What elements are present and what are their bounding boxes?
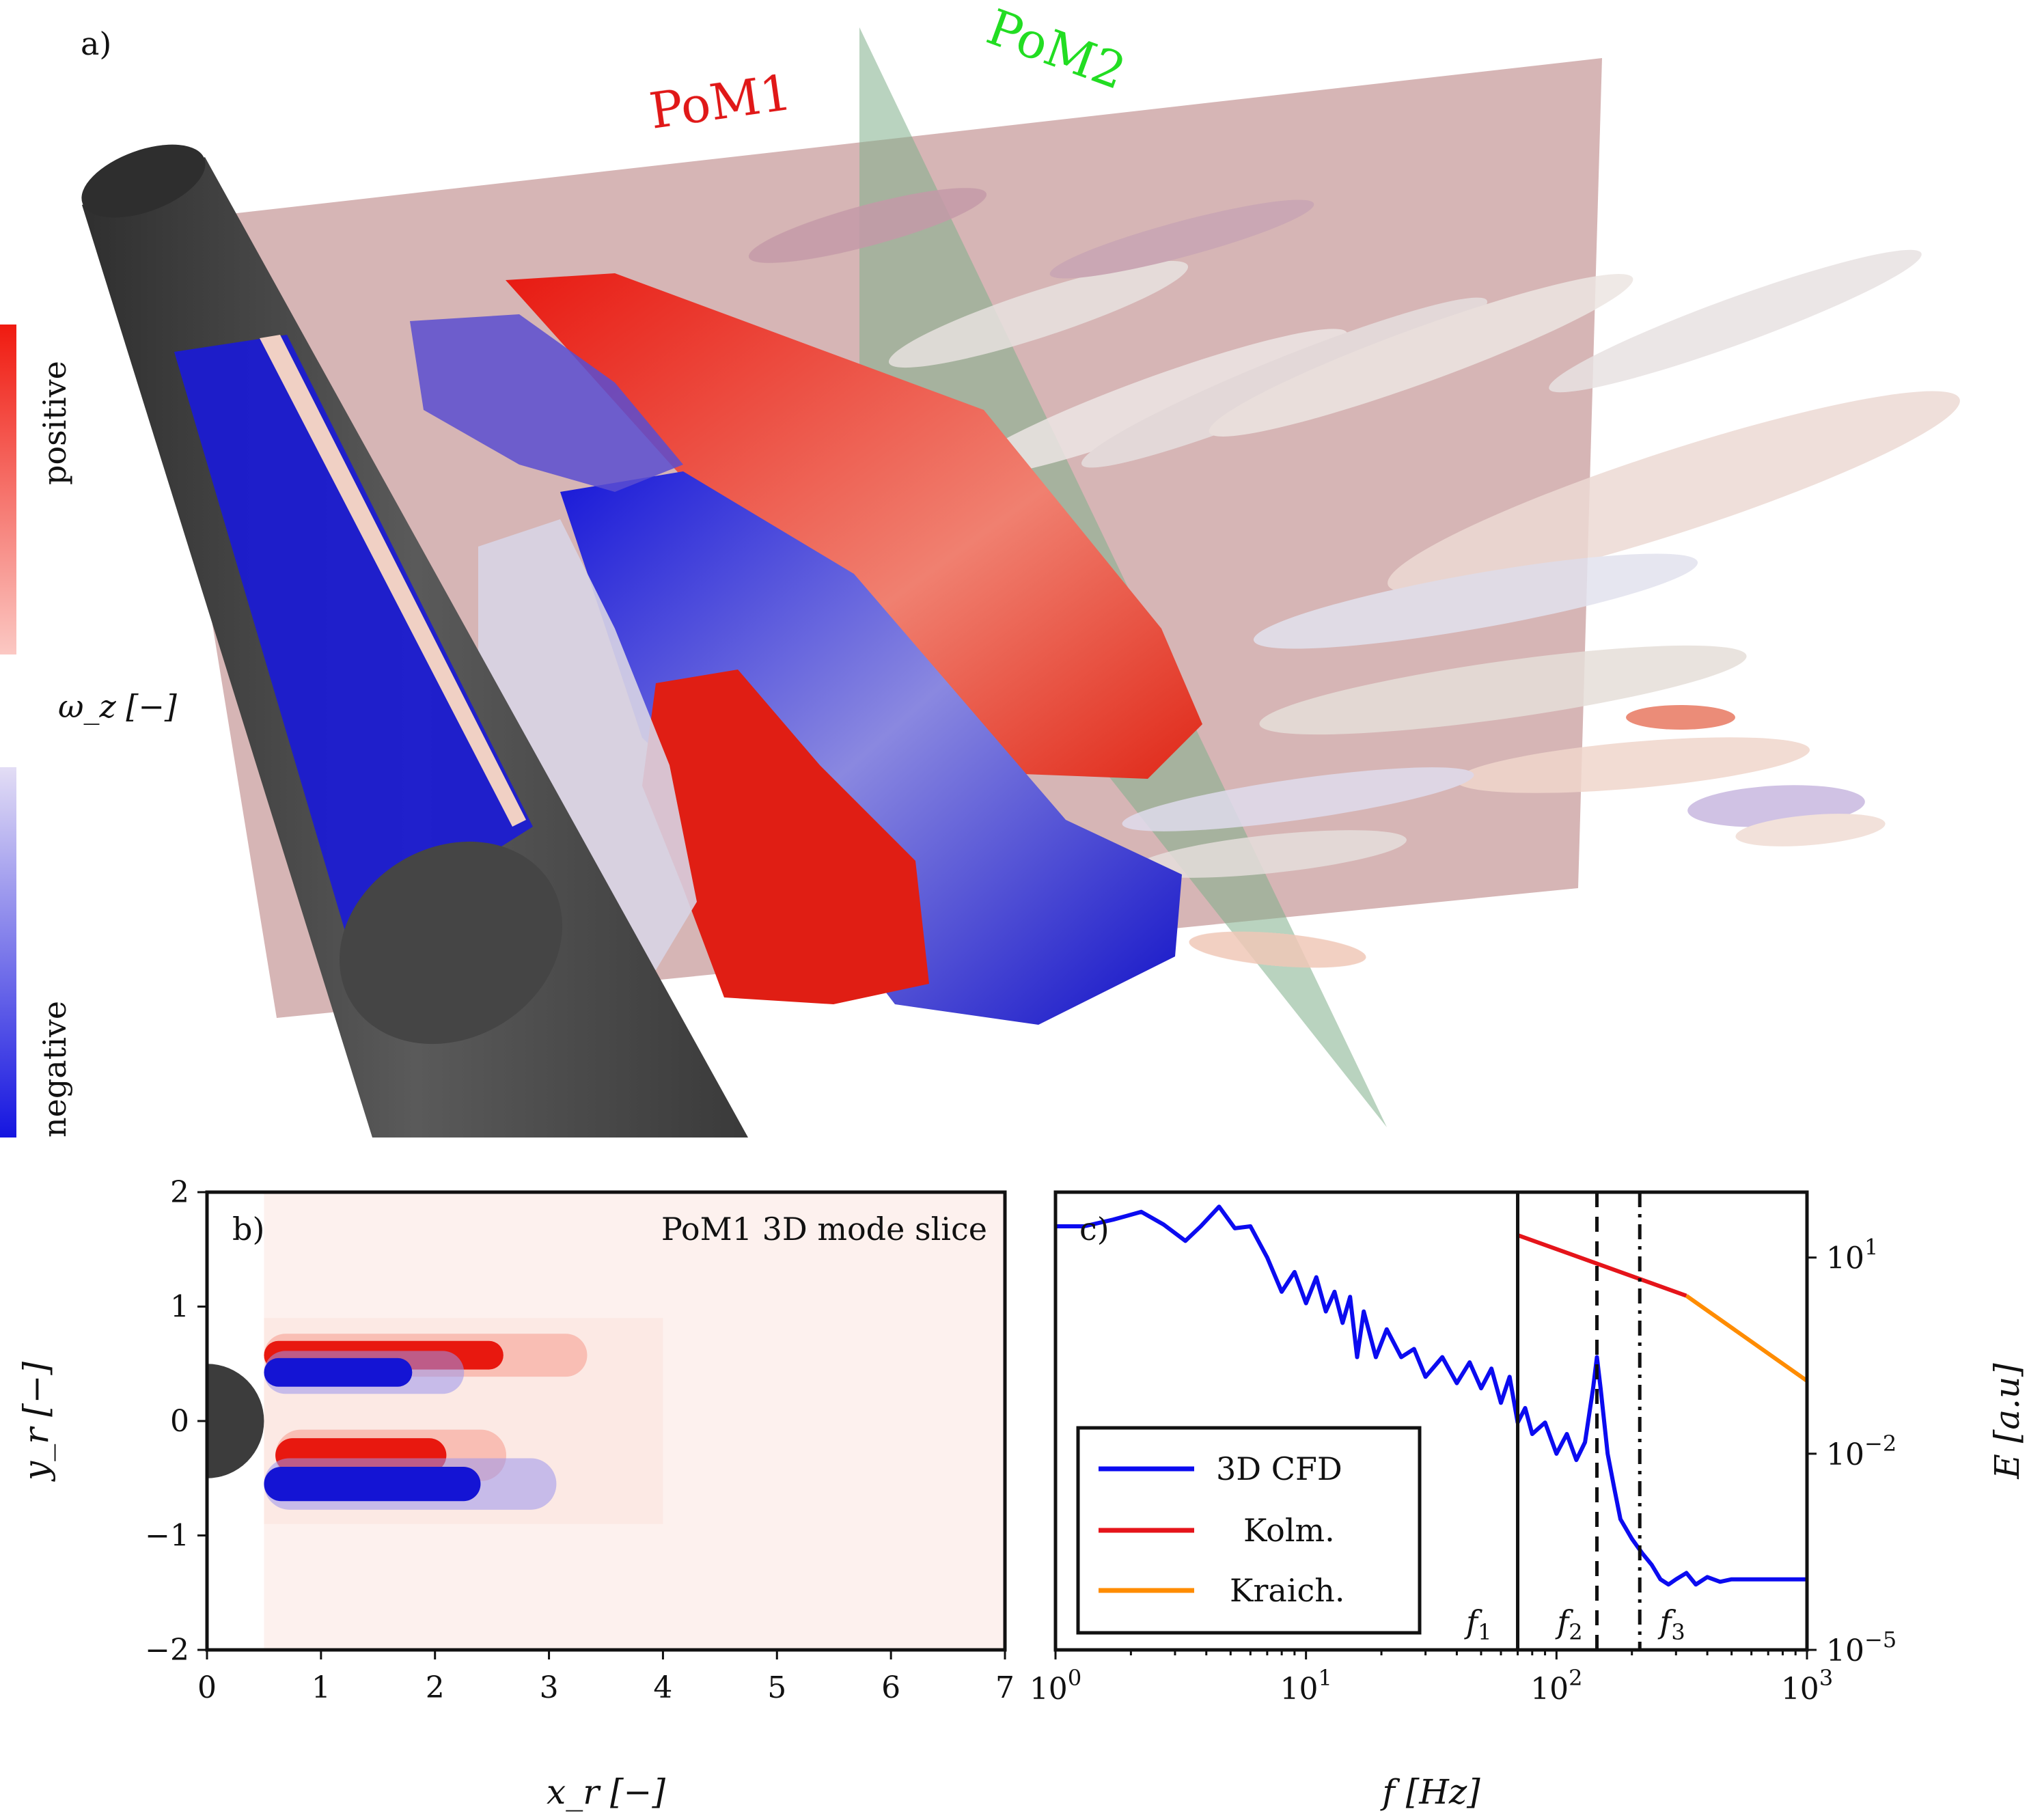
panel-a: a) — [0, 0, 1960, 1138]
cylinder-section — [207, 1364, 264, 1478]
x-tick-label: 7 — [995, 1670, 1015, 1705]
y-tick-label: 10−2 — [1826, 1431, 1896, 1472]
y-tick-label: 101 — [1826, 1235, 1878, 1276]
y-tick-label: −1 — [145, 1519, 189, 1554]
x-tick-label: 3 — [540, 1670, 559, 1705]
legend-label-cfd: 3D CFD — [1216, 1450, 1342, 1487]
blue-vortex-upper — [410, 314, 683, 492]
blue-vortex-main — [560, 471, 1182, 1025]
legend-label-kraich: Kraich. — [1230, 1572, 1345, 1609]
x-tick-label: 5 — [767, 1670, 786, 1705]
cylinder — [81, 144, 748, 1138]
legend-label-kolm: Kolm. — [1243, 1512, 1335, 1549]
frequency-annotation: f1 — [1464, 1603, 1491, 1645]
panel-b-ylabel: y_r [−] — [16, 1362, 56, 1482]
red-vortex-main — [506, 273, 1202, 779]
series-line-1 — [1517, 1233, 1687, 1298]
colorbar-negative-label: negative — [36, 1001, 73, 1138]
mixed-vortex-lower — [478, 519, 697, 970]
heatmap-structure-negative — [264, 1357, 413, 1387]
panel-c-label: c) — [1079, 1211, 1109, 1247]
heatmap-structure-negative — [264, 1467, 481, 1502]
y-tick-label: 0 — [170, 1404, 189, 1439]
pom2-label: PoM2 — [980, 0, 1133, 100]
panel-b-title: PoM1 3D mode slice — [661, 1211, 987, 1247]
panel-b-xlabel: x_r [−] — [547, 1772, 665, 1812]
x-tick-label: 101 — [1280, 1665, 1332, 1707]
x-tick-label: 6 — [881, 1670, 900, 1705]
pom1-label: PoM1 — [646, 64, 795, 140]
panel-b-label: b) — [232, 1211, 264, 1247]
y-tick-label: −2 — [145, 1633, 189, 1668]
x-tick-label: 102 — [1530, 1665, 1582, 1707]
vortex-streaks — [748, 188, 1960, 968]
panel-b: 0 1 2 3 4 5 6 7 2 1 0 −1 −2 b) PoM1 3D mode slice x_… — [16, 1175, 1015, 1812]
panel-c-xlabel: f [Hz] — [1379, 1772, 1480, 1812]
x-tick-label: 4 — [653, 1670, 672, 1705]
x-tick-label: 2 — [426, 1670, 445, 1705]
x-tick-label: 0 — [197, 1670, 217, 1705]
panel-c-ylabel: E [a.u] — [1987, 1363, 2027, 1480]
colorbar-quantity-label: ω_z [−] — [58, 688, 177, 725]
x-tick-label: 1 — [312, 1670, 331, 1705]
frequency-annotation: f2 — [1555, 1603, 1582, 1645]
series-line-2 — [1685, 1294, 1807, 1383]
series-line-0 — [1056, 1204, 1807, 1587]
red-vortex-lower — [642, 670, 929, 1004]
panel-c-frame — [1053, 1190, 1809, 1652]
panel-c: f1 f2 f3 100 101 102 103 101 10−2 10−5 c) f [Hz]… — [1030, 1190, 2027, 1812]
frequency-annotation: f3 — [1657, 1603, 1685, 1645]
y-tick-label: 1 — [170, 1290, 189, 1325]
panel-a-label: a) — [81, 25, 111, 62]
colorbar-positive-label: positive — [36, 361, 73, 485]
colorbar: positive negative ω_z [−] — [0, 325, 177, 1138]
legend: 3D CFD Kolm. Kraich. — [1076, 1426, 1422, 1635]
y-tick-label: 10−5 — [1826, 1627, 1896, 1668]
x-tick-label: 100 — [1030, 1665, 1081, 1707]
y-tick-label: 2 — [170, 1175, 189, 1210]
x-tick-label: 103 — [1781, 1665, 1833, 1707]
